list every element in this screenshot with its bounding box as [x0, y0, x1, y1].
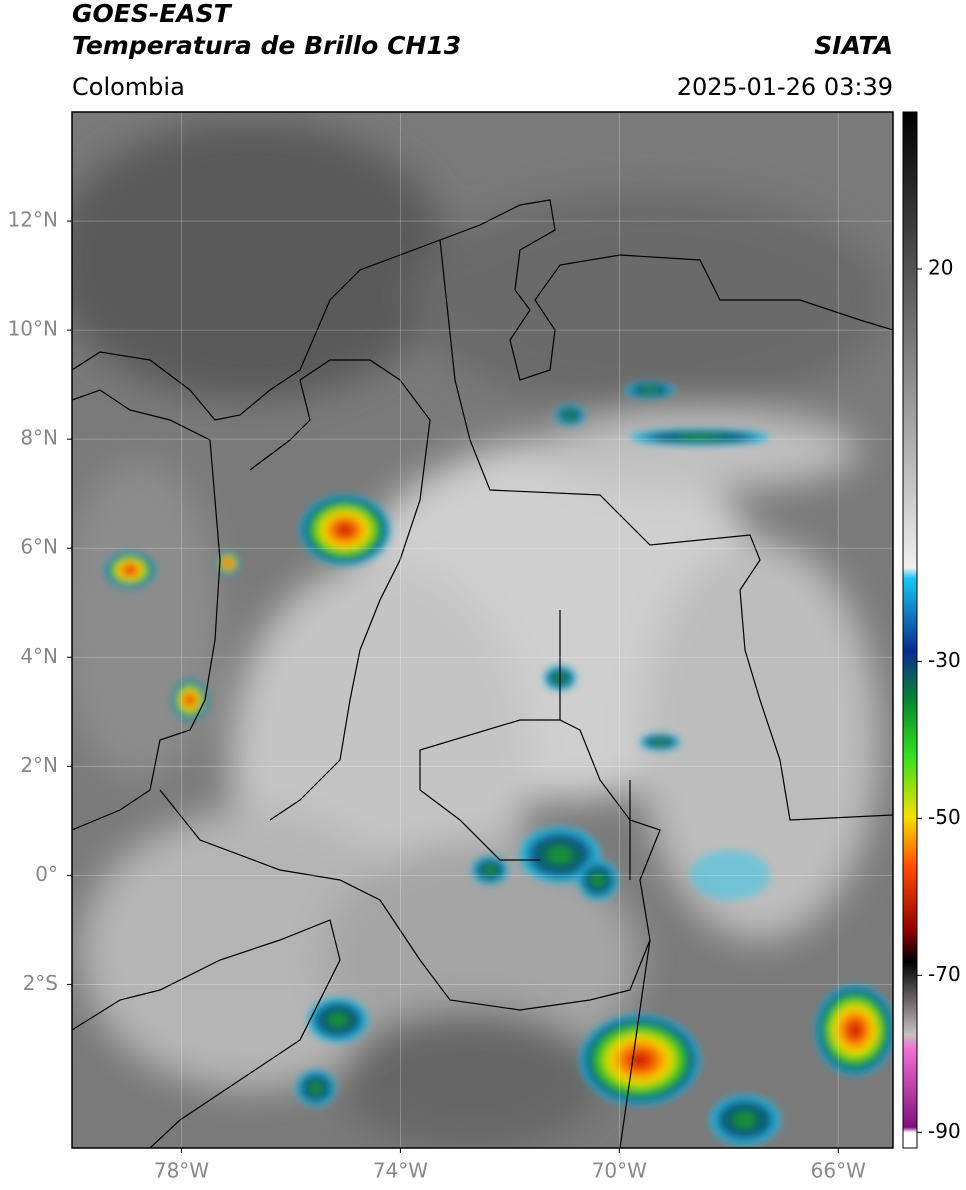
- title: GOES-EAST: [72, 0, 233, 28]
- x-tick-label: 78°W: [154, 1159, 209, 1183]
- y-tick-label: 0°: [35, 862, 58, 886]
- x-tick-label: 70°W: [592, 1159, 647, 1183]
- subtitle: Temperatura de Brillo CH13: [72, 31, 461, 60]
- source: SIATA: [814, 31, 893, 60]
- satellite-image: [72, 112, 893, 1148]
- y-tick-label: 8°N: [20, 426, 58, 450]
- grid: [72, 112, 893, 1148]
- colorbar-label: 20: [928, 255, 953, 279]
- y-tick-label: 2°N: [20, 753, 58, 777]
- colorbar-label: -70: [928, 962, 961, 986]
- colorbar-label: -90: [928, 1119, 961, 1143]
- y-tick-label: 6°N: [20, 535, 58, 559]
- timestamp: 2025-01-26 03:39: [677, 73, 893, 101]
- region: Colombia: [72, 73, 185, 101]
- colorbar-label: -30: [928, 648, 961, 672]
- y-tick-label: 10°N: [8, 317, 58, 341]
- map-frame: [71, 111, 894, 1149]
- x-tick-label: 74°W: [373, 1159, 428, 1183]
- colorbar-label: -50: [928, 805, 961, 829]
- y-tick-label: 12°N: [8, 208, 58, 232]
- colorbar: [902, 111, 918, 1149]
- y-tick-label: 2°S: [23, 971, 58, 995]
- x-tick-label: 66°W: [811, 1159, 866, 1183]
- y-tick-label: 4°N: [20, 644, 58, 668]
